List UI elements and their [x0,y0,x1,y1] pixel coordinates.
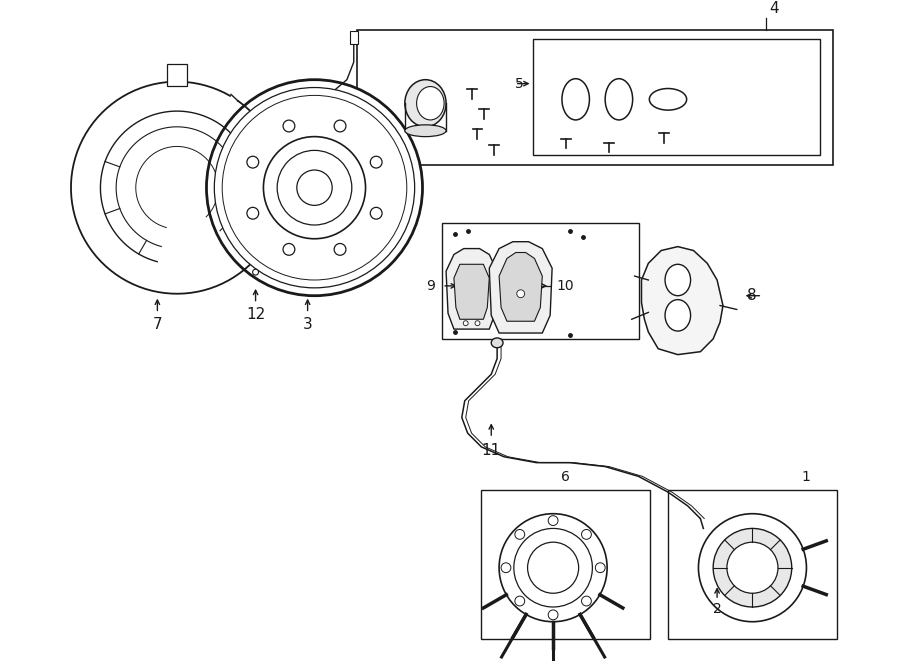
Circle shape [297,170,332,206]
Circle shape [500,514,608,622]
Circle shape [713,528,792,607]
Ellipse shape [605,79,633,120]
Circle shape [370,208,382,219]
Text: 11: 11 [482,443,501,458]
Ellipse shape [253,269,258,275]
Circle shape [334,243,346,255]
Circle shape [501,563,511,572]
Text: 7: 7 [153,317,162,332]
Circle shape [698,514,806,622]
Ellipse shape [562,79,590,120]
Circle shape [514,528,592,607]
Circle shape [515,596,525,606]
Text: 12: 12 [246,307,266,323]
Circle shape [527,542,579,593]
Ellipse shape [649,89,687,110]
Circle shape [727,542,778,593]
Circle shape [517,290,525,297]
Circle shape [334,120,346,132]
Text: 10: 10 [556,279,573,293]
Circle shape [247,208,258,219]
Ellipse shape [405,125,446,137]
Polygon shape [500,253,543,321]
Circle shape [548,516,558,525]
Circle shape [370,156,382,168]
Polygon shape [446,249,497,329]
Ellipse shape [491,338,503,348]
Text: 1: 1 [801,470,810,485]
Bar [534,40,820,155]
Bar [350,30,357,44]
Circle shape [475,321,480,326]
Text: 5: 5 [515,77,524,91]
Circle shape [283,120,295,132]
Text: 2: 2 [713,602,722,616]
Ellipse shape [665,299,690,331]
Circle shape [277,150,352,225]
Bar [442,223,638,339]
Circle shape [214,87,415,288]
Bar [356,30,833,165]
Bar [482,490,651,639]
Ellipse shape [665,264,690,295]
Circle shape [595,563,605,572]
Circle shape [581,529,591,539]
Circle shape [515,529,525,539]
Ellipse shape [405,80,446,127]
Polygon shape [454,264,490,319]
Text: 3: 3 [302,317,312,332]
Circle shape [247,156,258,168]
Text: 9: 9 [426,279,435,293]
Ellipse shape [417,87,444,120]
Circle shape [264,137,365,239]
Polygon shape [642,247,723,354]
Circle shape [283,243,295,255]
Text: 8: 8 [747,288,756,303]
Bar [668,490,837,639]
Circle shape [548,610,558,620]
Circle shape [222,95,407,280]
Circle shape [206,80,422,295]
Text: 4: 4 [770,1,778,16]
Circle shape [464,321,468,326]
Bar [167,64,187,85]
Text: 6: 6 [562,470,571,485]
Polygon shape [490,242,552,333]
Circle shape [581,596,591,606]
